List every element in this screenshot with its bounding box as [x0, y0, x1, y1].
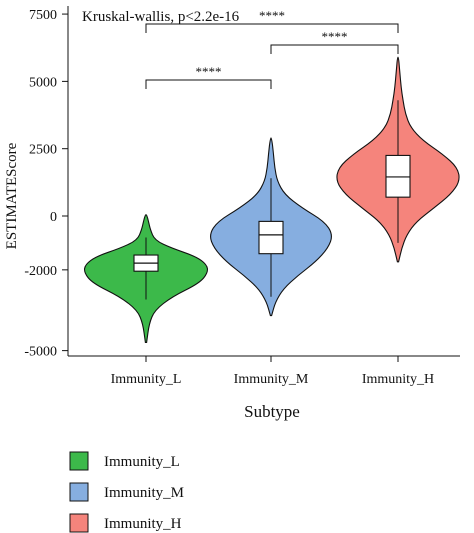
iqr-box — [258, 220, 284, 255]
bracket-line — [145, 23, 399, 33]
legend-swatch — [69, 451, 89, 471]
legend-swatch — [69, 482, 89, 502]
violin-immunity-m — [210, 137, 332, 317]
x-tick-label: Immunity_M — [234, 372, 309, 387]
y-tick-label: -2000 — [24, 264, 57, 279]
y-tick-label: 2500 — [29, 143, 57, 158]
significance-bracket: **** — [145, 64, 272, 89]
legend-label: Immunity_H — [104, 516, 182, 532]
iqr-box — [385, 154, 411, 198]
y-tick-label: -5000 — [24, 345, 57, 360]
legend-swatch — [69, 513, 89, 533]
y-tick-label: 5000 — [29, 75, 57, 90]
legend-item: Immunity_H — [69, 513, 182, 533]
significance-label: **** — [196, 64, 222, 79]
legend: Immunity_L Immunity_M Immunity_H — [69, 451, 184, 533]
annotation: Kruskal-wallis, p<2.2e-16 — [82, 9, 240, 25]
legend-label: Immunity_L — [104, 454, 180, 470]
x-tick-label: Immunity_H — [362, 372, 434, 387]
legend-item: Immunity_L — [69, 451, 180, 471]
significance-label: **** — [322, 29, 348, 44]
y-tick-label: 0 — [50, 210, 57, 225]
significance-label: **** — [259, 8, 285, 23]
violin-immunity-l — [83, 214, 209, 344]
legend-item: Immunity_M — [69, 482, 184, 502]
significance-bracket: **** — [145, 8, 399, 33]
axes: 7500 5000 2500 0 -2000 -5000 Immunity_L Immunit… — [24, 6, 460, 387]
violin-immunity-h — [336, 56, 460, 263]
y-tick-label: 7500 — [29, 8, 57, 23]
bracket-line — [270, 44, 399, 54]
plot-area: **** **** **** — [83, 8, 460, 344]
bracket-line — [145, 79, 272, 89]
legend-label: Immunity_M — [104, 485, 184, 501]
x-axis-label: Subtype — [244, 402, 300, 421]
y-axis-label: ESTIMATEScore — [4, 142, 20, 249]
significance-bracket: **** — [270, 29, 399, 54]
x-tick-label: Immunity_L — [111, 372, 182, 387]
